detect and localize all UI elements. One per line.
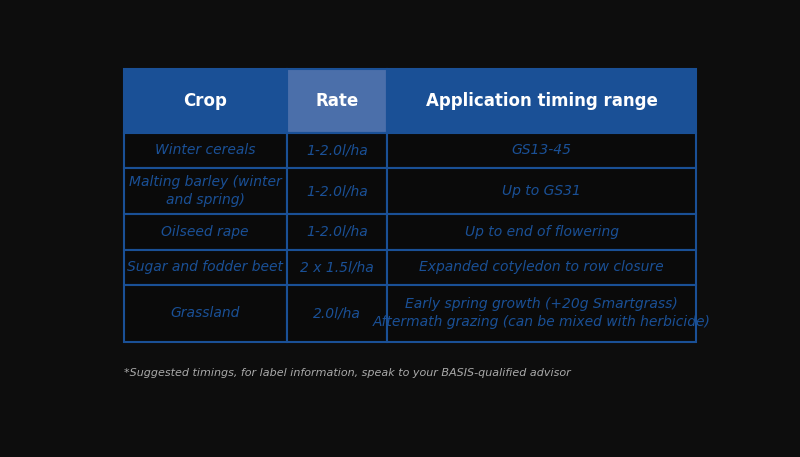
Text: Sugar and fodder beet: Sugar and fodder beet bbox=[127, 260, 283, 274]
Bar bbox=[123, 214, 287, 250]
Text: Winter cereals: Winter cereals bbox=[155, 143, 255, 157]
Text: Up to end of flowering: Up to end of flowering bbox=[465, 225, 618, 239]
Bar bbox=[123, 69, 287, 133]
Bar bbox=[123, 250, 287, 285]
Bar bbox=[387, 214, 697, 250]
Bar bbox=[287, 168, 387, 214]
Text: Crop: Crop bbox=[183, 92, 227, 110]
Bar bbox=[287, 133, 387, 168]
Text: Early spring growth (+20g Smartgrass)
Aftermath grazing (can be mixed with herbi: Early spring growth (+20g Smartgrass) Af… bbox=[373, 297, 710, 329]
Bar bbox=[287, 69, 387, 133]
Text: 1-2.0l/ha: 1-2.0l/ha bbox=[306, 143, 368, 157]
Text: Expanded cotyledon to row closure: Expanded cotyledon to row closure bbox=[419, 260, 664, 274]
Text: 1-2.0l/ha: 1-2.0l/ha bbox=[306, 184, 368, 198]
Text: 2.0l/ha: 2.0l/ha bbox=[313, 306, 361, 320]
Text: Application timing range: Application timing range bbox=[426, 92, 658, 110]
Text: Oilseed rape: Oilseed rape bbox=[162, 225, 249, 239]
Text: Up to GS31: Up to GS31 bbox=[502, 184, 581, 198]
Bar bbox=[287, 285, 387, 342]
Bar bbox=[123, 285, 287, 342]
Bar bbox=[387, 69, 697, 133]
Bar bbox=[387, 285, 697, 342]
Bar bbox=[387, 250, 697, 285]
Bar bbox=[287, 214, 387, 250]
Bar bbox=[287, 250, 387, 285]
Text: Grassland: Grassland bbox=[170, 306, 240, 320]
Text: 2 x 1.5l/ha: 2 x 1.5l/ha bbox=[300, 260, 374, 274]
Text: Rate: Rate bbox=[315, 92, 358, 110]
Text: GS13-45: GS13-45 bbox=[512, 143, 572, 157]
Text: 1-2.0l/ha: 1-2.0l/ha bbox=[306, 225, 368, 239]
Text: *Suggested timings, for label information, speak to your BASIS-qualified advisor: *Suggested timings, for label informatio… bbox=[123, 368, 570, 378]
Text: Malting barley (winter
and spring): Malting barley (winter and spring) bbox=[129, 175, 282, 207]
Bar bbox=[123, 133, 287, 168]
Bar bbox=[123, 168, 287, 214]
Bar bbox=[387, 133, 697, 168]
Bar bbox=[387, 168, 697, 214]
